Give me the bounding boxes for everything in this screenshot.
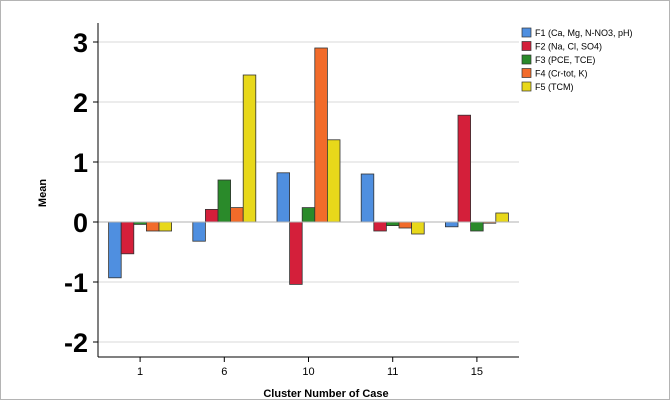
bar <box>360 173 375 223</box>
bar <box>457 114 472 223</box>
y-tick-label: 0 <box>73 208 88 238</box>
x-tick-label: 1 <box>137 366 143 378</box>
legend-swatch <box>521 81 532 92</box>
legend-label: F1 (Ca, Mg, N-NO3, pH) <box>535 28 633 38</box>
bar <box>314 47 328 223</box>
bar <box>444 221 459 228</box>
legend: F1 (Ca, Mg, N-NO3, pH) F2 (Na, Cl, SO4) F3… <box>521 27 633 92</box>
y-tick-label: 3 <box>73 28 88 58</box>
legend-swatch <box>521 54 532 65</box>
x-tick-label: 15 <box>471 366 483 378</box>
y-tick-label: -1 <box>64 268 88 298</box>
legend-label: F5 (TCM) <box>535 82 574 92</box>
legend-label: F2 (Na, Cl, SO4) <box>535 42 602 52</box>
bar <box>158 221 173 232</box>
bar <box>326 139 341 223</box>
bar <box>120 221 135 255</box>
bar <box>192 221 206 242</box>
bar <box>276 172 291 223</box>
plot-area <box>98 23 519 345</box>
bar <box>301 207 316 223</box>
x-axis-label: Cluster Number of Case <box>263 388 388 400</box>
legend-swatch <box>521 41 532 51</box>
y-axis-label: Mean <box>37 179 49 207</box>
y-tick-label: 1 <box>73 148 88 178</box>
bar <box>204 208 219 223</box>
y-tick-label: 2 <box>73 88 88 118</box>
bar <box>108 221 122 279</box>
bar <box>230 207 244 223</box>
bar <box>289 221 303 285</box>
bar <box>470 221 484 232</box>
bar <box>373 221 387 232</box>
x-tick-label: 6 <box>221 366 227 378</box>
legend-swatch <box>521 27 532 38</box>
bar <box>145 221 160 232</box>
legend-swatch <box>521 68 532 78</box>
bar <box>242 74 257 223</box>
bar <box>495 212 509 223</box>
x-tick-label: 11 <box>387 366 398 378</box>
bar <box>411 221 425 235</box>
x-tick-label: 10 <box>302 366 314 378</box>
bar <box>217 179 232 223</box>
legend-label: F4 (Cr-tot, K) <box>535 69 588 79</box>
bar <box>398 221 413 229</box>
legend-label: F3 (PCE, TCE) <box>535 55 595 65</box>
bar <box>385 221 400 226</box>
y-tick-label: -2 <box>64 328 88 358</box>
